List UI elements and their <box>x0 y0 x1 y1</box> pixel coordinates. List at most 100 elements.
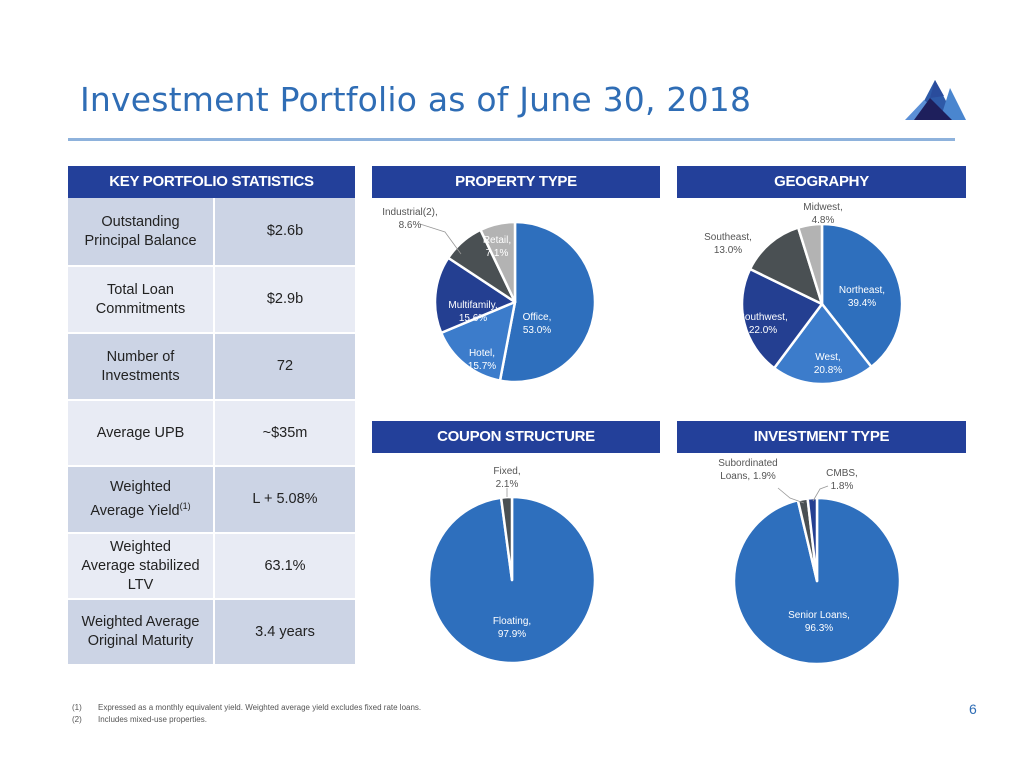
data-label-industrial: Industrial(2), 8.6% <box>382 207 438 231</box>
stat-label-line: Commitments <box>95 300 186 317</box>
data-label-midwest: Midwest, 4.8% <box>803 202 842 226</box>
stat-value: $2.9b <box>214 266 355 334</box>
property-type-header: PROPERTY TYPE <box>372 166 660 198</box>
data-label-northeast: Northeast, 39.4% <box>839 285 885 309</box>
pie-slice-fixed <box>499 495 514 582</box>
stats-row: Weighted Average Original Maturity 3.4 yea… <box>68 599 355 666</box>
coupon-structure-pie <box>427 495 597 665</box>
data-label-line: 2.1% <box>496 479 519 490</box>
data-label-line: Midwest, <box>803 202 842 213</box>
stat-label-line: Weighted <box>110 479 171 496</box>
stats-row: Weighted Average Yield(1) L + 5.08% <box>68 466 355 534</box>
footnote-1: (1) Expressed as a monthly equivalent yie… <box>72 703 422 712</box>
data-label-line: West, <box>815 352 840 363</box>
stat-label-line: Original Maturity <box>87 633 194 649</box>
stat-value: $2.6b <box>214 198 355 267</box>
stats-row: Weighted Average stabilized LTV 63.1% <box>68 533 355 600</box>
footnote-2: (2) Includes mixed-use properties. <box>72 715 207 724</box>
pie-slice-hotel <box>439 300 517 382</box>
stat-label: Average UPB <box>68 400 215 467</box>
data-label-line: 15.6% <box>459 313 487 324</box>
stat-label: Weighted Average Yield(1) <box>68 466 215 534</box>
pie-slice-cmbs <box>806 496 819 583</box>
property-type-pie <box>433 220 597 384</box>
key-portfolio-statistics-header: KEY PORTFOLIO STATISTICS <box>68 166 355 198</box>
data-label-line: Southwest, <box>738 312 787 323</box>
stat-label: Number of Investments <box>68 333 215 401</box>
page-title: Investment Portfolio as of June 30, 2018 <box>80 80 752 119</box>
pie-slice-southwest <box>740 267 824 370</box>
stat-value: ~$35m <box>214 400 355 467</box>
data-label-line: 13.0% <box>714 245 742 256</box>
stats-row: Total Loan Commitments $2.9b <box>68 266 355 334</box>
pie-slice-northeast <box>820 222 904 369</box>
data-label-senior-loans: Senior Loans, 96.3% <box>788 610 850 634</box>
mountain-logo-icon <box>905 80 966 120</box>
data-label-line: 96.3% <box>805 623 833 634</box>
data-label-line: 1.8% <box>831 481 854 492</box>
stat-label-line: LTV <box>127 576 154 593</box>
data-label-line: Subordinated <box>718 458 778 469</box>
data-label-line: Office, <box>523 312 552 323</box>
data-label-line: 4.8% <box>812 215 835 226</box>
data-label-line: Floating, <box>493 616 531 627</box>
data-label-line: 53.0% <box>523 325 551 336</box>
stat-value: 63.1% <box>214 533 355 600</box>
stat-label-line: Weighted <box>110 538 171 555</box>
stats-row: Outstanding Principal Balance $2.6b <box>68 198 355 267</box>
stat-label-line: Weighted Average <box>81 614 200 630</box>
stat-label-line: Average UPB <box>96 424 185 441</box>
data-label-floating: Floating, 97.9% <box>493 616 531 640</box>
pie-slice-office <box>498 220 597 384</box>
data-label-line: Senior Loans, <box>788 610 850 621</box>
data-label-line: 22.0% <box>749 325 777 336</box>
data-label-hotel: Hotel, 15.7% <box>468 348 496 372</box>
stat-label-line: Number of <box>106 348 175 365</box>
investment-type-pie <box>732 496 902 666</box>
coupon-structure-header: COUPON STRUCTURE <box>372 421 660 453</box>
data-label-retail: Retail, 7.1% <box>483 235 511 259</box>
portfolio-statistics-table: Outstanding Principal Balance $2.6b Total L… <box>68 198 355 666</box>
data-label-line: 15.7% <box>468 361 496 372</box>
stats-row: Average UPB ~$35m <box>68 400 355 467</box>
data-label-line: Multifamily, <box>448 300 497 311</box>
data-label-line: 97.9% <box>498 629 526 640</box>
stat-label: Weighted Average stabilized LTV <box>68 533 215 600</box>
data-label-line: Northeast, <box>839 285 885 296</box>
data-label-line: Fixed, <box>493 466 520 477</box>
stat-value: 72 <box>214 333 355 401</box>
data-label-cmbs: CMBS, 1.8% <box>826 468 858 492</box>
stat-label-line: Average stabilized <box>81 557 200 574</box>
data-label-southeast: Southeast, 13.0% <box>704 232 752 256</box>
stat-value: 3.4 years <box>214 599 355 666</box>
data-label-office: Office, 53.0% <box>523 312 552 336</box>
data-label-multifamily: Multifamily, 15.6% <box>448 300 497 324</box>
pie-slice-multifamily <box>433 256 517 335</box>
data-label-southwest: Southwest, 22.0% <box>738 312 787 336</box>
data-label-line: 8.6% <box>399 220 422 231</box>
stat-label: Outstanding Principal Balance <box>68 198 215 267</box>
stat-label-line: Principal Balance <box>84 232 197 249</box>
page-number: 6 <box>969 701 977 717</box>
data-label-line: Hotel, <box>469 348 495 359</box>
stat-label-line: Investments <box>101 367 180 384</box>
investment-type-header: INVESTMENT TYPE <box>677 421 966 453</box>
stats-row: Number of Investments 72 <box>68 333 355 401</box>
data-label-line: 39.4% <box>848 298 876 309</box>
data-label-line: Retail, <box>483 235 511 246</box>
title-divider <box>68 138 955 141</box>
footnote-ref: (1) <box>179 501 191 512</box>
data-label-line: CMBS, <box>826 468 858 479</box>
data-label-line: Industrial(2), <box>382 207 438 218</box>
footnotes: (1) Expressed as a monthly equivalent yie… <box>72 702 421 726</box>
stat-label-line: Total Loan <box>107 281 174 298</box>
data-label-subordinated-loans: Subordinated Loans, 1.9% <box>718 458 778 482</box>
stat-label: Total Loan Commitments <box>68 266 215 334</box>
data-label-line: Loans, 1.9% <box>720 471 776 482</box>
pie-slice-west <box>772 302 873 386</box>
pie-slice-retail <box>479 220 517 304</box>
leader-line <box>812 485 829 502</box>
leader-line <box>777 487 805 504</box>
stat-value: L + 5.08% <box>214 466 355 534</box>
